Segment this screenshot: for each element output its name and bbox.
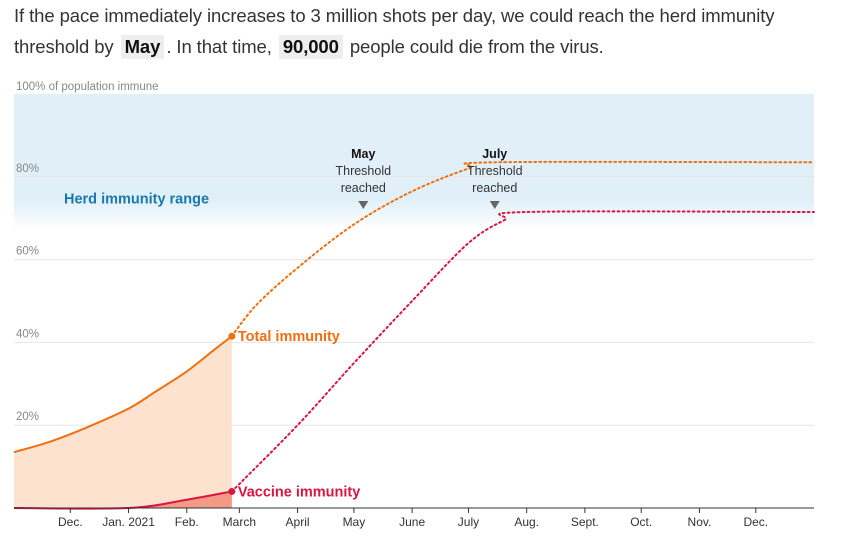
total-immunity-series-label: Total immunity (238, 329, 340, 345)
annotation-text: Threshold (335, 164, 391, 178)
annotation-month: July (482, 147, 507, 161)
vaccine-immunity-area (14, 491, 232, 508)
x-tick-label: Dec. (743, 515, 768, 529)
x-tick-label: Jan. 2021 (102, 515, 155, 529)
x-tick-label: Dec. (58, 515, 83, 529)
total-immunity-area (14, 336, 232, 508)
annotation-month: May (351, 147, 375, 161)
down-arrow-icon (489, 201, 500, 209)
total-immunity-line (13, 335, 233, 454)
x-tick-label: Sept. (571, 515, 599, 529)
vaccine-immunity-projection-line (230, 210, 815, 493)
threshold-month-highlight: May (120, 35, 165, 59)
y-axis-top-label: 100% of population immune (16, 81, 159, 93)
total-immunity-end-point (228, 332, 236, 340)
total-immunity-projection-line (230, 160, 815, 338)
intro-text-3: people could die from the virus. (344, 36, 604, 57)
down-arrow-icon (358, 201, 369, 209)
intro-text-2: . In that time, (166, 36, 277, 57)
vaccine-immunity-series-label: Vaccine immunity (238, 484, 361, 500)
x-tick-label: April (286, 515, 310, 529)
intro-paragraph: If the pace immediately increases to 3 m… (14, 0, 834, 62)
annotation-text: reached (341, 181, 386, 195)
herd-immunity-label: Herd immunity range (64, 192, 209, 208)
intro-text-1: If the pace immediately increases to 3 m… (14, 5, 775, 57)
x-tick-label: Oct. (630, 515, 652, 529)
x-tick-label: June (399, 515, 425, 529)
y-tick-label: 40% (16, 328, 39, 340)
vaccine-immunity-end-point (228, 487, 236, 495)
y-tick-label: 20% (16, 411, 39, 423)
deaths-count-highlight: 90,000 (278, 35, 343, 59)
x-tick-label: July (458, 515, 479, 529)
x-tick-label: March (223, 515, 256, 529)
x-tick-label: May (343, 515, 366, 529)
x-tick-label: Nov. (688, 515, 712, 529)
y-tick-label: 80% (16, 163, 39, 175)
y-tick-label: 60% (16, 246, 39, 258)
annotation-text: reached (472, 181, 517, 195)
annotation-text: Threshold (467, 164, 523, 178)
x-tick-label: Feb. (175, 515, 199, 529)
x-tick-label: Aug. (514, 515, 539, 529)
